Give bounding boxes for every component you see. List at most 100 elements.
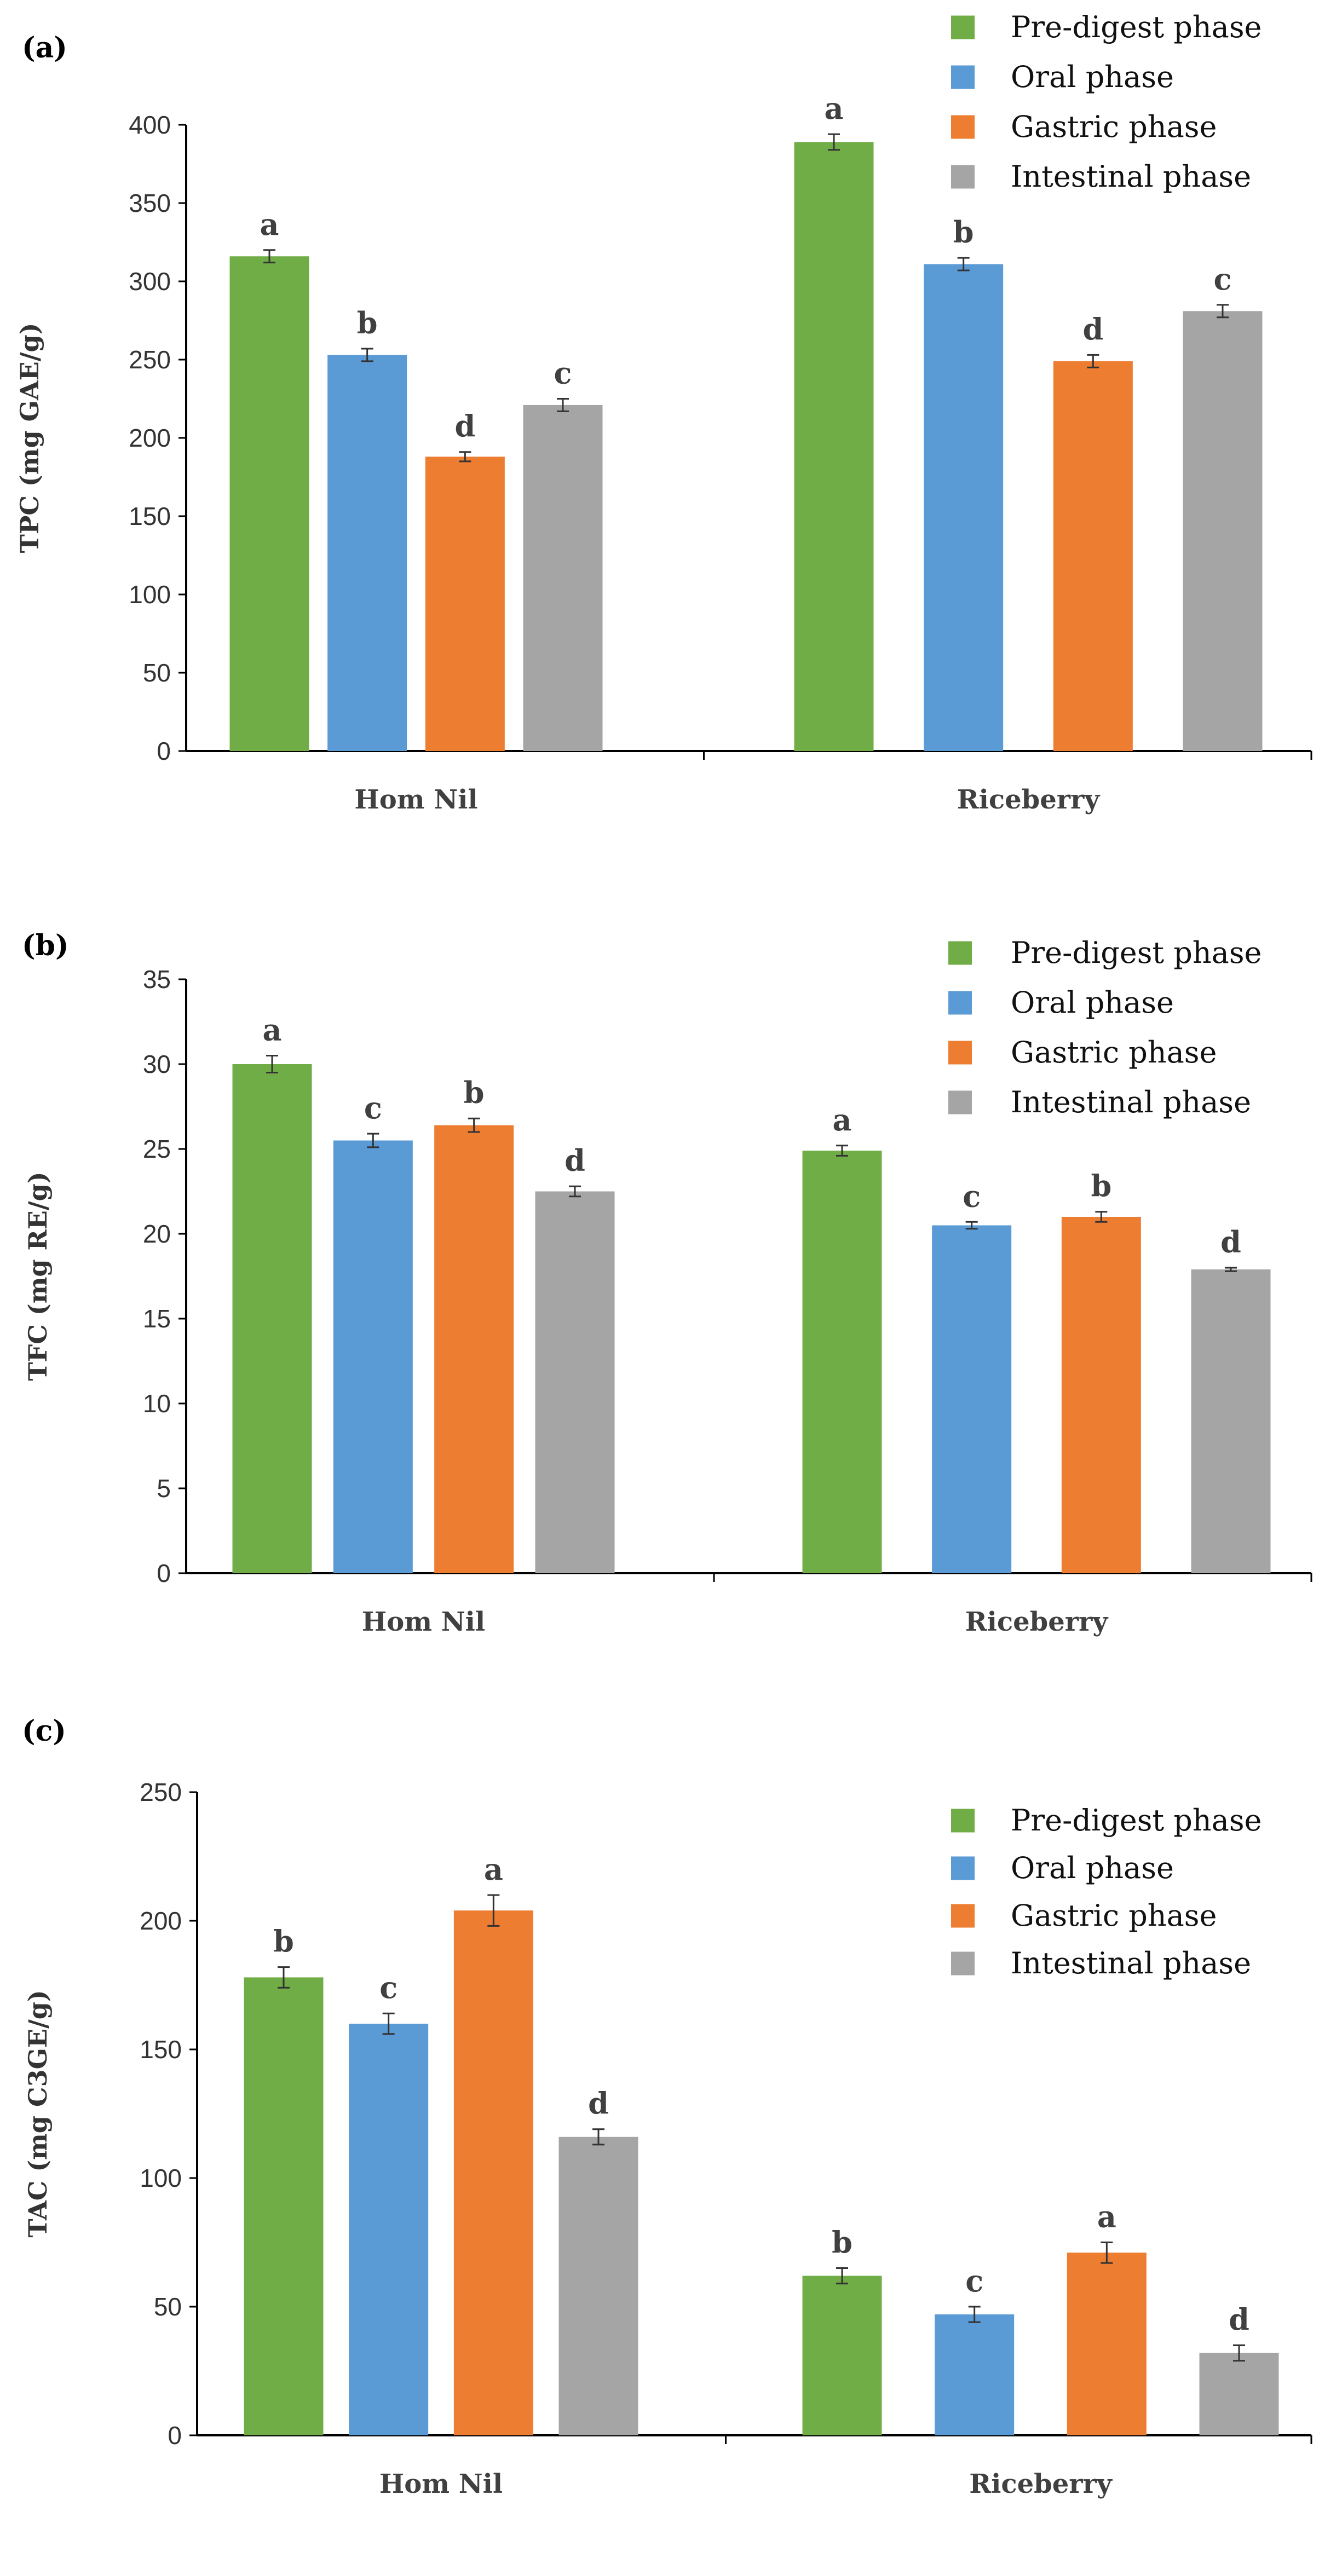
significance-letter: a: [833, 1102, 852, 1137]
y-tick-label: 20: [143, 1220, 171, 1248]
legend-entry: Intestinal phase: [1011, 159, 1251, 194]
significance-letter: a: [825, 91, 844, 126]
bar: [232, 1064, 312, 1573]
y-tick-label: 250: [129, 345, 171, 374]
y-tick-label: 5: [157, 1474, 171, 1503]
significance-letter: c: [1214, 262, 1232, 297]
error-bar: [1087, 354, 1099, 368]
bar: [229, 256, 309, 751]
legend-swatch: [948, 1041, 972, 1065]
bar: [794, 142, 874, 752]
significance-letter: b: [357, 305, 378, 340]
bar: [535, 1191, 615, 1573]
x-tick-label: Hom Nil: [362, 1607, 485, 1637]
legend-swatch: [951, 165, 975, 189]
x-tick-label: Riceberry: [957, 784, 1101, 815]
bar: [802, 1151, 882, 1573]
y-tick-label: 50: [154, 2292, 182, 2321]
legend-swatch: [948, 991, 972, 1015]
significance-letter: d: [1220, 1225, 1241, 1260]
error-bar: [569, 1185, 581, 1198]
error-bar: [487, 1894, 500, 1927]
bar: [453, 1910, 533, 2435]
y-axis-label: TAC (mg C3GE/g): [23, 1990, 53, 2237]
legend-entry: Oral phase: [1011, 1851, 1174, 1885]
error-bar: [557, 398, 569, 412]
bar: [1067, 2252, 1147, 2435]
legend: Pre-digest phase Oral phase Gastric phase I…: [948, 935, 1262, 1119]
significance-letter: b: [464, 1075, 485, 1110]
legend-entry: Pre-digest phase: [1011, 1803, 1262, 1838]
bar: [924, 264, 1004, 751]
error-bar: [968, 2306, 981, 2323]
significance-letter: d: [454, 409, 475, 444]
significance-letter: b: [832, 2225, 853, 2260]
bar: [244, 1977, 324, 2435]
y-tick-label: 100: [129, 580, 171, 609]
error-bar: [361, 348, 373, 362]
error-bar: [382, 2012, 395, 2035]
error-bar: [836, 2267, 848, 2285]
y-axis-label: TPC (mg GAE/g): [15, 323, 44, 553]
significance-letter: a: [484, 1852, 503, 1887]
chart-panel-2: (b) TFC (mg RE/g) 0 5 10 15 20 25 30 35 Hom Nil Ric…: [22, 929, 1312, 1637]
legend-entry: Pre-digest phase: [1011, 935, 1262, 970]
legend-swatch: [951, 1809, 975, 1833]
y-tick-label: 0: [157, 737, 171, 765]
y-tick-label: 200: [129, 424, 171, 452]
legend-entry: Intestinal phase: [1011, 1085, 1251, 1119]
legend: Pre-digest phase Oral phase Gastric phase I…: [951, 1803, 1262, 1980]
x-tick-label: Riceberry: [965, 1607, 1109, 1637]
legend-swatch: [951, 15, 975, 39]
y-tick-label: 150: [140, 2035, 182, 2064]
significance-letter: b: [1091, 1169, 1111, 1204]
legend-entry: Gastric phase: [1011, 1898, 1217, 1933]
error-bar: [965, 1221, 978, 1230]
significance-letter: c: [965, 2263, 983, 2298]
y-tick-label: 400: [129, 111, 171, 139]
legend-entry: Oral phase: [1011, 60, 1174, 94]
legend-swatch: [951, 1951, 975, 1976]
bar: [1053, 361, 1133, 751]
y-tick-label: 30: [143, 1050, 171, 1078]
chart-panel-1: (a) TPC (mg GAE/g) 0 50 100 150 200 250 300 350 40…: [15, 10, 1312, 815]
x-tick-label: Riceberry: [969, 2469, 1113, 2499]
significance-letter: d: [565, 1143, 585, 1178]
bar: [425, 457, 505, 751]
bar: [434, 1125, 514, 1573]
error-bar: [278, 1966, 290, 1989]
error-bar: [592, 2128, 604, 2146]
error-bar: [459, 451, 471, 463]
y-tick-label: 300: [129, 267, 171, 296]
panel-label: (b): [22, 929, 69, 962]
significance-letter: c: [364, 1090, 382, 1125]
significance-letter: b: [273, 1924, 294, 1959]
chart-panel-3: (c) TAC (mg C3GE/g) 0 50 100 150 200 250 Hom Nil…: [22, 1714, 1312, 2499]
panel-label: (c): [22, 1714, 66, 1748]
y-tick-label: 25: [143, 1135, 171, 1163]
legend-entry: Gastric phase: [1011, 1035, 1217, 1070]
bar: [1183, 311, 1263, 751]
y-tick-label: 0: [157, 1559, 171, 1587]
error-bar: [367, 1133, 379, 1148]
panel-label: (a): [22, 31, 67, 65]
legend-swatch: [951, 1856, 975, 1880]
significance-letter: a: [263, 1013, 282, 1048]
significance-letter: d: [588, 2086, 609, 2121]
y-tick-label: 350: [129, 189, 171, 217]
error-bar: [1095, 1211, 1108, 1223]
significance-letter: a: [260, 207, 279, 242]
bar: [932, 1225, 1012, 1573]
bar: [333, 1140, 413, 1573]
bar: [558, 2136, 638, 2435]
legend-swatch: [951, 115, 975, 139]
significance-letter: d: [1229, 2302, 1249, 2337]
bar: [1061, 1217, 1141, 1573]
y-tick-label: 50: [143, 659, 171, 687]
bar: [327, 355, 407, 751]
significance-letter: b: [953, 215, 974, 250]
legend-swatch: [948, 941, 972, 965]
y-tick-label: 200: [140, 1907, 182, 1935]
legend-entry: Gastric phase: [1011, 109, 1217, 144]
